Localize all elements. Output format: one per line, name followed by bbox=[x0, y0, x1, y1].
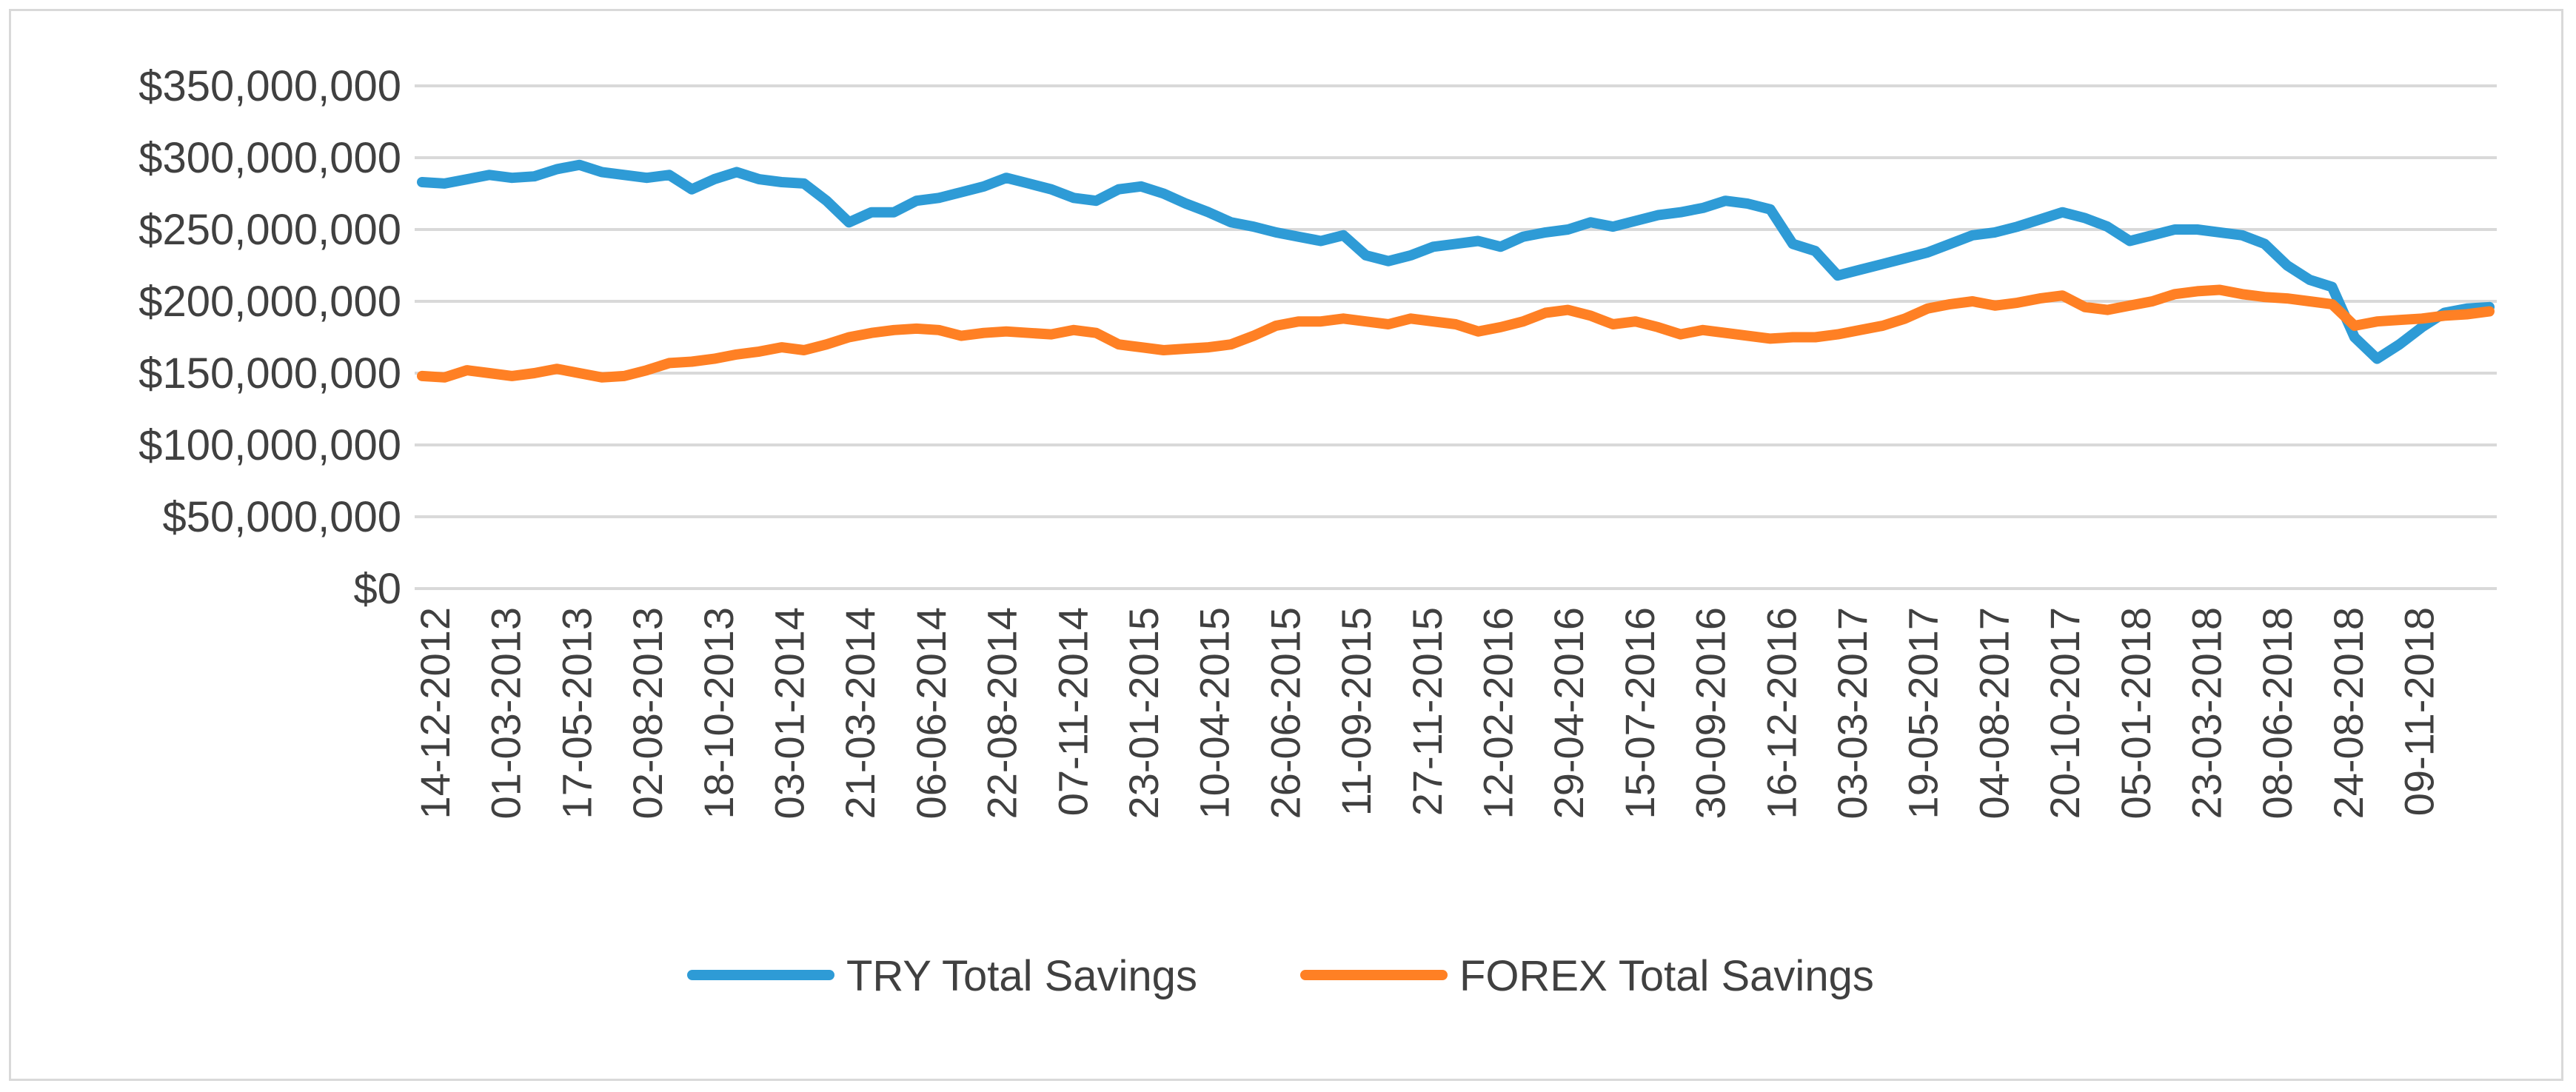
x-tick-label: 11-09-2015 bbox=[1333, 607, 1379, 816]
legend-label: FOREX Total Savings bbox=[1459, 952, 1874, 1000]
x-tick-label: 18-10-2013 bbox=[695, 607, 742, 819]
y-tick-label: $50,000,000 bbox=[162, 493, 401, 541]
x-tick-label: 04-08-2017 bbox=[1970, 607, 2017, 819]
x-tick-label: 02-08-2013 bbox=[624, 607, 671, 819]
x-tick-label: 26-06-2015 bbox=[1262, 607, 1308, 819]
x-tick-label: 23-01-2015 bbox=[1120, 607, 1167, 819]
x-tick-label: 03-03-2017 bbox=[1829, 607, 1876, 819]
x-tick-label: 14-12-2012 bbox=[412, 607, 458, 819]
series-line-try-total-savings bbox=[417, 159, 2495, 364]
x-tick-label: 19-05-2017 bbox=[1900, 607, 1947, 819]
x-tick-label: 01-03-2013 bbox=[483, 607, 529, 819]
x-tick-label: 05-01-2018 bbox=[2112, 607, 2159, 819]
x-tick-label: 20-10-2017 bbox=[2041, 607, 2088, 819]
x-tick-label: 22-08-2014 bbox=[979, 607, 1026, 819]
x-tick-label: 15-07-2016 bbox=[1616, 607, 1663, 819]
legend: TRY Total Savings FOREX Total Savings bbox=[687, 952, 1874, 1000]
x-tick-label: 06-06-2014 bbox=[908, 607, 954, 819]
y-tick-label: $350,000,000 bbox=[138, 62, 401, 110]
y-tick-label: $250,000,000 bbox=[138, 206, 401, 254]
x-tick-label: 16-12-2016 bbox=[1758, 607, 1804, 819]
y-tick-label: $300,000,000 bbox=[138, 134, 401, 182]
y-tick-label: $0 bbox=[353, 565, 401, 613]
x-tick-label: 24-08-2018 bbox=[2325, 607, 2372, 819]
line-chart: $0 $50,000,000 $100,000,000 $150,000,000 $20… bbox=[138, 62, 2497, 1000]
x-tick-label: 07-11-2014 bbox=[1049, 607, 1096, 816]
y-tick-label: $150,000,000 bbox=[138, 349, 401, 398]
y-tick-label: $200,000,000 bbox=[138, 278, 401, 326]
axes: $0 $50,000,000 $100,000,000 $150,000,000 $20… bbox=[138, 62, 2442, 819]
x-tick-label: 08-06-2018 bbox=[2254, 607, 2301, 819]
x-tick-label: 09-11-2018 bbox=[2396, 607, 2443, 816]
series-lines bbox=[417, 159, 2495, 383]
x-tick-label: 27-11-2015 bbox=[1404, 607, 1451, 816]
legend-label: TRY Total Savings bbox=[846, 952, 1197, 1000]
x-tick-label: 10-04-2015 bbox=[1191, 607, 1238, 819]
series-line-forex-total-savings bbox=[417, 284, 2495, 383]
chart-frame: $0 $50,000,000 $100,000,000 $150,000,000 $20… bbox=[9, 9, 2563, 1081]
y-tick-label: $100,000,000 bbox=[138, 421, 401, 469]
x-tick-label: 12-02-2016 bbox=[1475, 607, 1522, 819]
x-tick-label: 29-04-2016 bbox=[1545, 607, 1592, 819]
x-tick-label: 03-01-2014 bbox=[766, 607, 813, 819]
x-tick-label: 21-03-2014 bbox=[837, 607, 883, 819]
x-tick-label: 23-03-2018 bbox=[2184, 607, 2230, 819]
x-tick-label: 30-09-2016 bbox=[1687, 607, 1734, 819]
x-tick-label: 17-05-2013 bbox=[553, 607, 600, 819]
gridlines bbox=[415, 84, 2497, 590]
